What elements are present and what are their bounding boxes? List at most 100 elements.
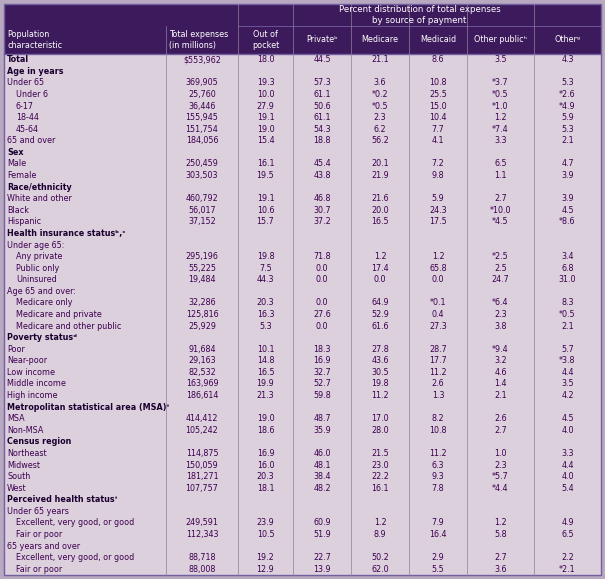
Text: Uninsured: Uninsured — [16, 275, 57, 284]
Text: 114,875: 114,875 — [186, 449, 218, 458]
Text: 28.0: 28.0 — [371, 426, 389, 435]
Text: 16.5: 16.5 — [257, 368, 274, 377]
Bar — [4, 459, 601, 471]
Text: 48.2: 48.2 — [313, 483, 331, 493]
Bar — [4, 343, 601, 355]
Text: MSA: MSA — [7, 414, 25, 423]
Text: 17.5: 17.5 — [429, 217, 447, 226]
Text: 5.7: 5.7 — [561, 345, 574, 354]
Text: 4.0: 4.0 — [561, 472, 574, 481]
Text: 56,017: 56,017 — [188, 206, 216, 215]
Text: 21.9: 21.9 — [371, 171, 389, 180]
Text: 1.1: 1.1 — [494, 171, 507, 180]
Text: 2.1: 2.1 — [561, 321, 574, 331]
Text: 65.8: 65.8 — [429, 263, 447, 273]
Bar — [4, 146, 601, 158]
Bar — [4, 309, 601, 320]
Bar — [4, 355, 601, 367]
Text: Midwest: Midwest — [7, 460, 40, 470]
Text: 61.6: 61.6 — [371, 321, 389, 331]
Text: 24.7: 24.7 — [492, 275, 509, 284]
Text: 45.4: 45.4 — [313, 159, 331, 168]
Text: Under 65 years: Under 65 years — [7, 507, 69, 516]
Text: 16.0: 16.0 — [257, 460, 274, 470]
Text: 25,760: 25,760 — [188, 90, 216, 99]
Text: 4.3: 4.3 — [561, 55, 574, 64]
Text: 4.0: 4.0 — [561, 426, 574, 435]
Text: Black: Black — [7, 206, 29, 215]
Text: 8.6: 8.6 — [432, 55, 444, 64]
Text: *1.0: *1.0 — [492, 101, 509, 111]
Text: 16.9: 16.9 — [257, 449, 274, 458]
Text: 4.9: 4.9 — [561, 518, 574, 527]
Text: 48.1: 48.1 — [313, 460, 331, 470]
Text: 460,792: 460,792 — [186, 194, 218, 203]
Text: 10.8: 10.8 — [430, 78, 446, 87]
Bar — [4, 77, 601, 89]
Text: 249,591: 249,591 — [186, 518, 218, 527]
Text: 1.4: 1.4 — [494, 379, 507, 389]
Bar — [4, 216, 601, 228]
Bar — [4, 251, 601, 262]
Bar — [4, 517, 601, 529]
Text: 1.2: 1.2 — [494, 113, 507, 122]
Text: Low income: Low income — [7, 368, 55, 377]
Text: 56.2: 56.2 — [371, 136, 389, 145]
Text: 2.6: 2.6 — [494, 414, 507, 423]
Text: 5.5: 5.5 — [431, 565, 445, 574]
Bar — [4, 181, 601, 193]
Text: 9.8: 9.8 — [432, 171, 444, 180]
Text: 16.3: 16.3 — [257, 310, 274, 319]
Text: 18.6: 18.6 — [257, 426, 274, 435]
Bar — [4, 436, 601, 448]
Text: 4.2: 4.2 — [561, 391, 574, 400]
Text: 8.9: 8.9 — [374, 530, 387, 539]
Bar — [4, 54, 601, 65]
Text: 3.8: 3.8 — [494, 321, 507, 331]
Text: 25,929: 25,929 — [188, 321, 216, 331]
Text: Male: Male — [7, 159, 26, 168]
Text: 61.1: 61.1 — [313, 113, 331, 122]
Text: 150,059: 150,059 — [186, 460, 218, 470]
Text: 11.2: 11.2 — [371, 391, 389, 400]
Text: 20.1: 20.1 — [371, 159, 389, 168]
Text: 16.5: 16.5 — [371, 217, 389, 226]
Text: 20.0: 20.0 — [371, 206, 389, 215]
Text: 6.5: 6.5 — [561, 530, 574, 539]
Text: 369,905: 369,905 — [186, 78, 218, 87]
Bar — [4, 505, 601, 517]
Text: 2.3: 2.3 — [494, 310, 507, 319]
Text: 44.3: 44.3 — [257, 275, 274, 284]
Text: 2.9: 2.9 — [431, 553, 445, 562]
Text: Under 6: Under 6 — [16, 90, 48, 99]
Bar — [4, 228, 601, 239]
Text: 4.1: 4.1 — [432, 136, 444, 145]
Text: 19.1: 19.1 — [257, 194, 274, 203]
Text: 2.7: 2.7 — [494, 426, 507, 435]
Text: 21.5: 21.5 — [371, 449, 389, 458]
Bar — [4, 262, 601, 274]
Text: 32,286: 32,286 — [188, 298, 216, 307]
Text: 71.8: 71.8 — [313, 252, 331, 261]
Text: *2.6: *2.6 — [559, 90, 576, 99]
Text: 10.8: 10.8 — [430, 426, 446, 435]
Text: 0.0: 0.0 — [316, 321, 329, 331]
Text: 32.7: 32.7 — [313, 368, 331, 377]
Bar — [4, 424, 601, 436]
Text: 5.3: 5.3 — [561, 124, 574, 134]
Text: 12.9: 12.9 — [257, 565, 275, 574]
Text: 15.0: 15.0 — [429, 101, 447, 111]
Text: 38.4: 38.4 — [313, 472, 331, 481]
Text: 414,412: 414,412 — [186, 414, 218, 423]
Text: 7.7: 7.7 — [431, 124, 445, 134]
Text: 18.0: 18.0 — [257, 55, 274, 64]
Text: Fair or poor: Fair or poor — [16, 565, 62, 574]
Text: 19.3: 19.3 — [257, 78, 274, 87]
Text: Metropolitan statistical area (MSA)ᶤ: Metropolitan statistical area (MSA)ᶤ — [7, 402, 169, 412]
Text: 14.8: 14.8 — [257, 356, 274, 365]
Text: West: West — [7, 483, 27, 493]
Bar — [4, 297, 601, 309]
Bar — [4, 285, 601, 297]
Text: 43.8: 43.8 — [313, 171, 331, 180]
Text: 21.3: 21.3 — [257, 391, 274, 400]
